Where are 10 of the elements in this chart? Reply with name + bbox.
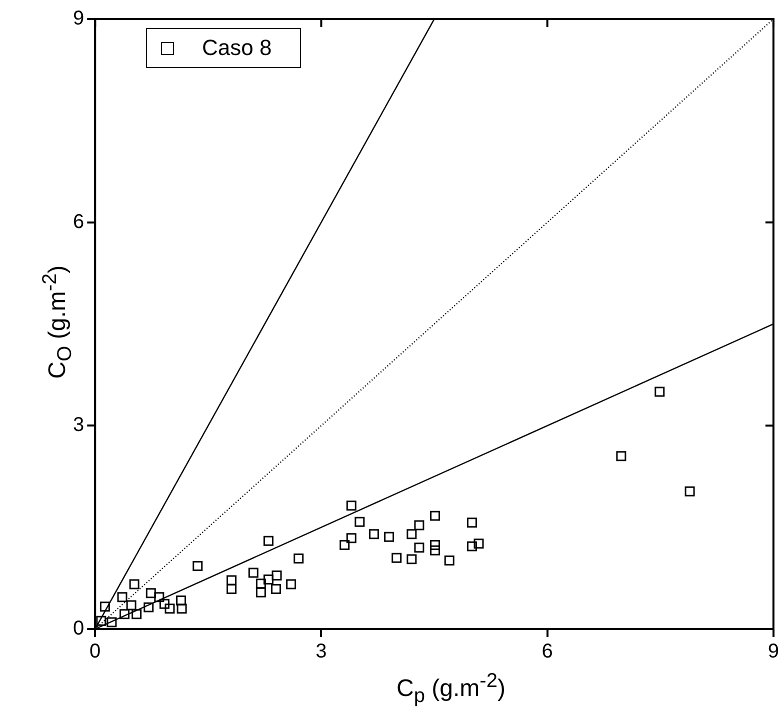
- legend-label: Caso 8: [202, 35, 272, 61]
- x-tick-label: 9: [768, 640, 779, 663]
- x-tick-label: 6: [542, 640, 553, 663]
- x-axis-title: C$_{p}$ (g.m$^{-2}$): [396, 670, 506, 708]
- x-tick-label: 3: [316, 640, 327, 663]
- y-tick-label: 6: [73, 210, 84, 233]
- y-tick-label: 3: [73, 414, 84, 436]
- y-tick-label: 9: [73, 8, 84, 30]
- x-tick-label: 0: [90, 640, 101, 663]
- y-tick-label: 0: [73, 618, 84, 640]
